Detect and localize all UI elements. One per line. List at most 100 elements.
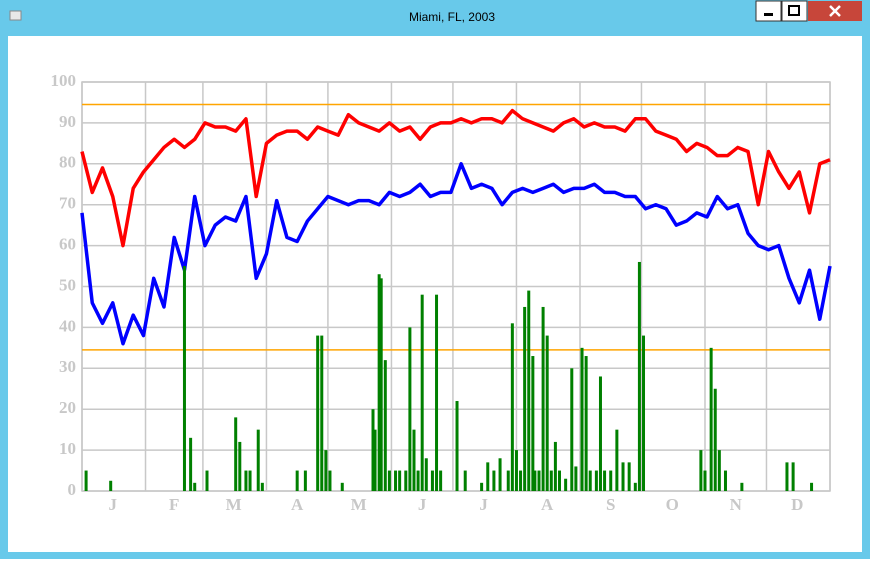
- precip-bar: [295, 470, 299, 491]
- precip-bar: [238, 441, 242, 491]
- precip-bar: [570, 368, 574, 491]
- x-tick-label: J: [108, 495, 117, 514]
- precip-bar: [377, 274, 381, 491]
- y-tick-label: 80: [59, 153, 76, 172]
- x-tick-label: O: [666, 495, 679, 514]
- precip-bar: [514, 450, 518, 491]
- precip-bar: [549, 470, 553, 491]
- precip-bar: [723, 470, 727, 491]
- precip-bar: [109, 480, 113, 491]
- precip-bar: [420, 294, 424, 491]
- precip-bar: [627, 462, 631, 491]
- precip-bar: [398, 470, 402, 491]
- precip-bar: [256, 429, 260, 491]
- maximize-button[interactable]: [781, 0, 808, 22]
- precip-bar: [486, 462, 490, 491]
- precip-bar: [791, 462, 795, 491]
- precip-bar: [785, 462, 789, 491]
- precip-bar: [545, 335, 549, 491]
- precip-bar: [498, 458, 502, 491]
- precip-bar: [248, 470, 252, 491]
- temperature-line: [80, 108, 831, 248]
- precip-bar: [703, 470, 707, 491]
- precip-bar: [564, 478, 568, 491]
- precip-bar: [537, 470, 541, 491]
- precip-bar: [717, 450, 721, 491]
- precip-bar: [189, 437, 193, 491]
- precip-bar: [480, 482, 484, 491]
- y-tick-label: 0: [68, 480, 77, 499]
- y-tick-label: 40: [59, 316, 76, 335]
- precip-bar: [430, 470, 434, 491]
- precip-bar: [580, 347, 584, 491]
- precip-bar: [193, 482, 197, 491]
- precip-bar: [588, 470, 592, 491]
- x-tick-label: J: [479, 495, 488, 514]
- temperature-line: [80, 162, 832, 346]
- precip-bar: [340, 482, 344, 491]
- precip-bar: [541, 306, 545, 491]
- precip-bar: [383, 360, 387, 491]
- precip-bar: [557, 470, 561, 491]
- precip-bar: [387, 470, 391, 491]
- precip-bar: [574, 466, 578, 491]
- precip-bar: [510, 323, 514, 491]
- x-tick-label: F: [169, 495, 179, 514]
- precip-bar: [324, 450, 328, 491]
- precip-bar: [519, 470, 523, 491]
- precip-bar: [492, 470, 496, 491]
- precip-bar: [435, 294, 439, 491]
- precip-bar: [408, 327, 412, 491]
- x-tick-label: M: [226, 495, 242, 514]
- precip-bar: [740, 482, 744, 491]
- precip-bar: [642, 335, 646, 491]
- precip-bar: [810, 482, 814, 491]
- precip-bar: [531, 356, 535, 491]
- precip-bar: [615, 429, 619, 491]
- x-tick-label: J: [418, 495, 427, 514]
- precip-bar: [182, 266, 186, 491]
- y-tick-label: 60: [59, 235, 76, 254]
- x-tick-label: S: [606, 495, 615, 514]
- precip-bar: [260, 482, 264, 491]
- minimize-button[interactable]: [755, 0, 782, 22]
- window-icon: [9, 10, 22, 21]
- precip-bar: [603, 470, 607, 491]
- precip-bar: [584, 356, 588, 491]
- precip-bar: [320, 335, 324, 491]
- precip-bar: [424, 458, 428, 491]
- y-tick-label: 10: [59, 439, 76, 458]
- precip-bar: [404, 470, 408, 491]
- y-tick-label: 100: [51, 71, 77, 90]
- precip-bar: [373, 429, 377, 491]
- precip-bar: [533, 470, 537, 491]
- precip-bar: [553, 441, 557, 491]
- precip-bar: [234, 417, 238, 491]
- precip-bar: [609, 470, 613, 491]
- precip-bar: [633, 482, 637, 491]
- precip-bar: [205, 470, 209, 491]
- precip-bar: [527, 290, 531, 491]
- precip-bar: [709, 347, 713, 491]
- precip-bar: [379, 278, 383, 491]
- y-tick-label: 70: [59, 194, 76, 213]
- y-tick-label: 20: [59, 398, 76, 417]
- precip-bar: [713, 388, 717, 491]
- x-tick-label: D: [791, 495, 803, 514]
- client-area: [8, 36, 862, 552]
- precip-bar: [598, 376, 602, 491]
- precip-bar: [637, 261, 641, 491]
- precip-bar: [463, 470, 467, 491]
- precip-bar: [394, 470, 398, 491]
- close-button[interactable]: [808, 1, 862, 21]
- precip-bar: [455, 401, 459, 491]
- y-tick-label: 30: [59, 357, 76, 376]
- precip-bar: [621, 462, 625, 491]
- precip-bar: [523, 306, 527, 491]
- precip-bar: [316, 335, 320, 491]
- x-tick-label: A: [541, 495, 554, 514]
- chart: 0 10 20 30 40 50 60 70 80 90 100 J F M A M J J A S O N D: [51, 71, 832, 514]
- precip-bar: [594, 470, 598, 491]
